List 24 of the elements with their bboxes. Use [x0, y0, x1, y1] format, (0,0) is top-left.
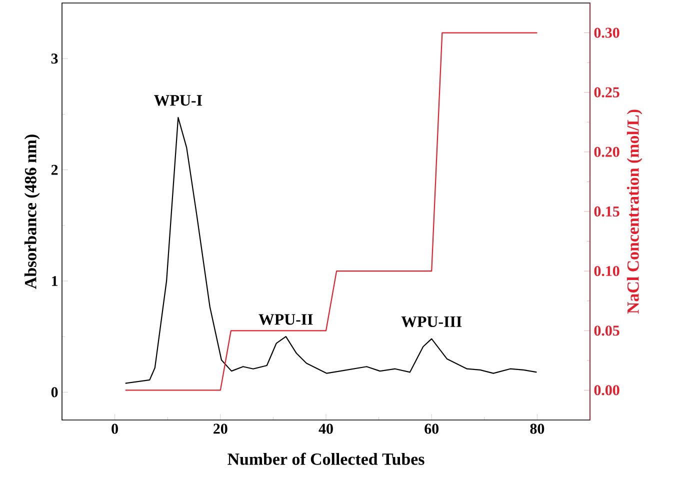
line-series — [124, 116, 538, 384]
x-tick-label: 20 — [214, 424, 228, 434]
line-series — [124, 32, 538, 391]
x-tick-label: 40 — [318, 424, 333, 434]
annotation: WPU-II — [258, 314, 313, 325]
y-tick-label: 0 — [51, 387, 58, 398]
y2-axis-title: NaCl Concentration (mol/L) — [626, 110, 642, 314]
y-tick-label: 1 — [52, 276, 58, 286]
annotation: WPU-I — [154, 95, 202, 106]
y2-tick-label: 0.30 — [594, 28, 620, 38]
x-tick-label: 80 — [530, 424, 544, 434]
y2-tick-label: 0.20 — [594, 146, 620, 158]
y2-tick-label: 0.10 — [594, 266, 620, 276]
annotation: WPU-III — [401, 316, 462, 328]
y-tick-label: 2 — [51, 164, 58, 175]
x-tick-label: 0 — [112, 424, 118, 434]
y2-tick-label: 0.05 — [594, 326, 620, 336]
x-tick-label: 60 — [424, 424, 439, 434]
y-axis-title: Absorbance (486 nm) — [24, 134, 40, 289]
y2-tick-label: 0.25 — [594, 87, 620, 98]
y2-tick-label: 0.15 — [594, 206, 620, 217]
y2-tick-label: 0.00 — [594, 385, 620, 396]
x-axis-title: Number of Collected Tubes — [228, 452, 424, 465]
y-tick-label: 3 — [51, 54, 58, 64]
